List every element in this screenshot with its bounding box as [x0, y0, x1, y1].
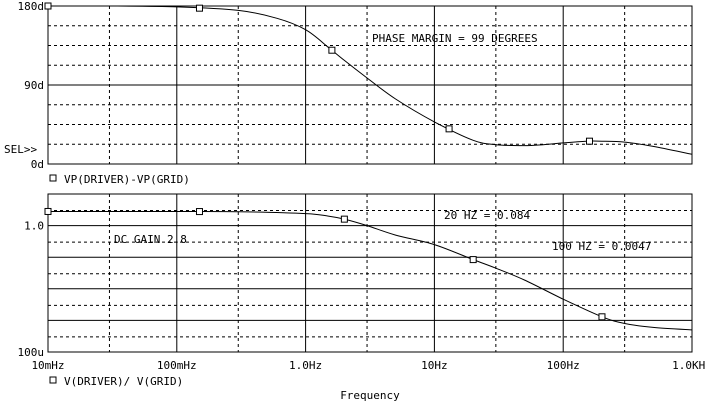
x-axis-title: Frequency: [340, 389, 400, 402]
y-tick-label: 1.0: [24, 220, 44, 233]
gain-legend-marker: [49, 376, 57, 384]
y-tick-label: 90d: [24, 79, 44, 92]
x-tick-label: 10Hz: [421, 359, 448, 372]
phase-grid: [48, 6, 692, 164]
gain-markers: [44, 207, 606, 321]
phase-markers: [44, 2, 593, 145]
x-tick-label: 100Hz: [547, 359, 580, 372]
frequency-tick-labels: 10mHz 100mHz 1.0Hz 10Hz 100Hz 1.0KHz: [31, 359, 705, 372]
phase-curve: [47, 5, 693, 155]
cursor-label[interactable]: SEL>>: [4, 143, 37, 156]
data-point-marker: [328, 46, 336, 54]
y-tick-label: 100u: [18, 346, 45, 359]
gain-100hz-annotation: 100 HZ = 0.0047: [552, 240, 651, 253]
phase-y-tick-labels: 180d 90d 0d: [18, 0, 45, 171]
x-tick-label: 1.0Hz: [289, 359, 322, 372]
data-point-marker: [44, 2, 52, 10]
x-tick-label: 1.0KHz: [672, 359, 705, 372]
data-point-marker: [44, 207, 52, 215]
gain-curve: [47, 210, 693, 331]
data-point-marker: [195, 208, 203, 216]
x-tick-label: 10mHz: [31, 359, 64, 372]
y-tick-label: 180d: [18, 0, 45, 13]
gain-legend-label: V(DRIVER)/ V(GRID): [64, 375, 183, 388]
phase-panel: 180d 90d 0d SEL>> PHASE MARGIN = 99 DEGREE…: [4, 0, 693, 186]
data-point-marker: [445, 125, 453, 133]
dc-gain-annotation: DC GAIN 2.8: [114, 233, 187, 246]
data-point-marker: [598, 313, 606, 321]
gain-grid: [48, 194, 692, 352]
data-point-marker: [585, 137, 593, 145]
phase-margin-annotation: PHASE MARGIN = 99 DEGREES: [372, 32, 538, 45]
data-point-marker: [469, 256, 477, 264]
data-point-marker: [195, 4, 203, 12]
x-tick-label: 100mHz: [157, 359, 197, 372]
data-point-marker: [340, 215, 348, 223]
y-tick-label: 0d: [31, 158, 44, 171]
gain-20hz-annotation: 20 HZ = 0.084: [444, 209, 530, 222]
gain-plot-frame: [47, 193, 693, 353]
gain-y-tick-labels: 1.0 100u: [18, 220, 45, 359]
phase-legend-marker: [49, 174, 57, 182]
phase-legend-label: VP(DRIVER)-VP(GRID): [64, 173, 190, 186]
